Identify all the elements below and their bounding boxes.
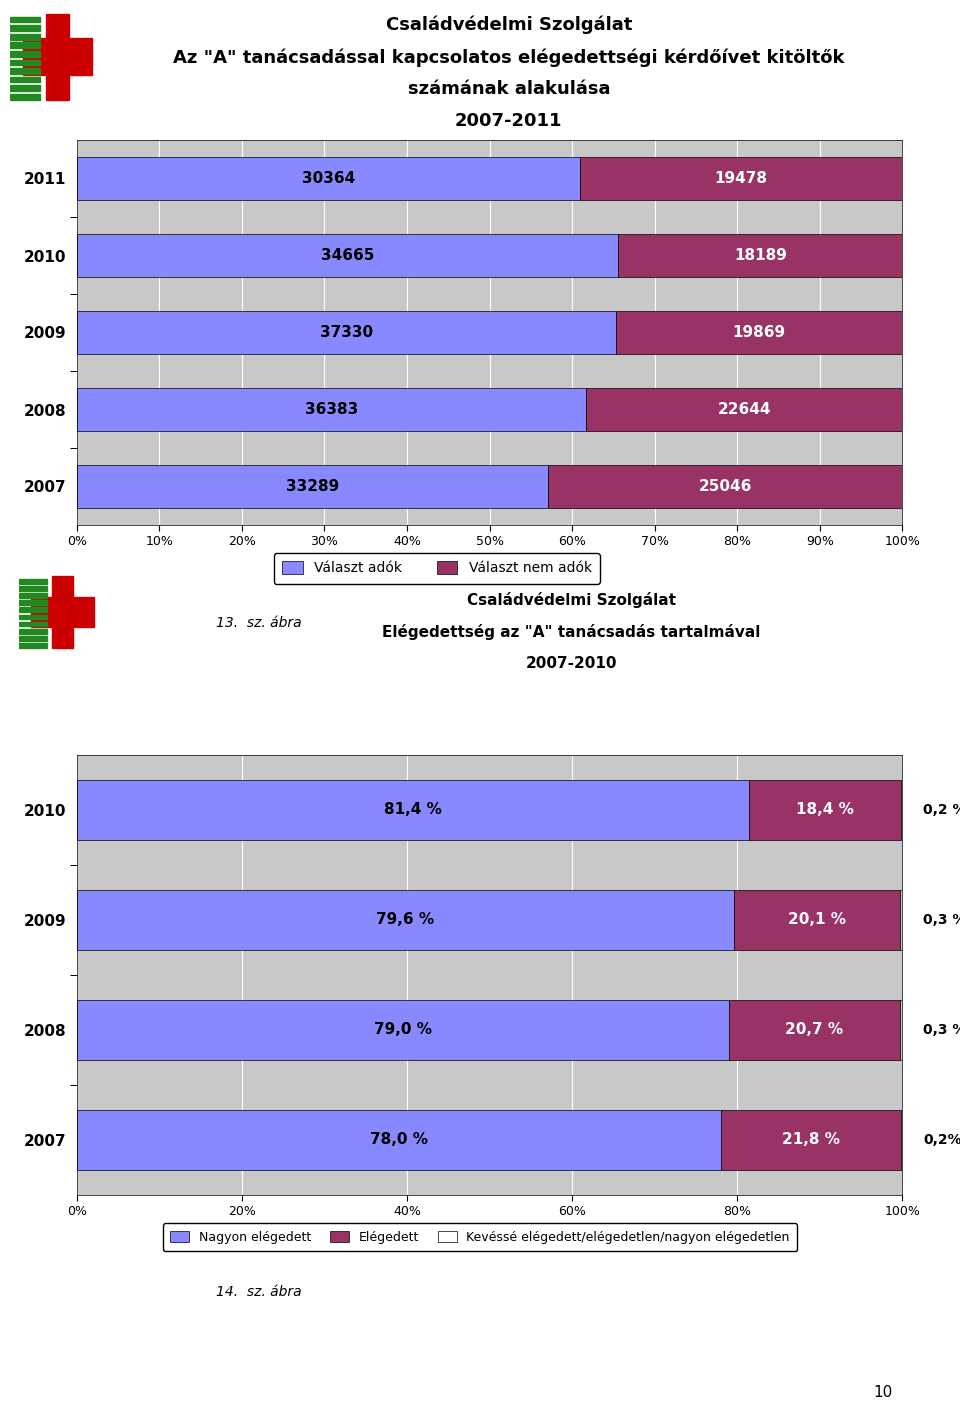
Bar bbox=[77, 779, 749, 840]
Bar bbox=[586, 388, 902, 431]
Text: 81,4 %: 81,4 % bbox=[384, 802, 442, 818]
Bar bbox=[10, 26, 40, 31]
Text: 33289: 33289 bbox=[286, 479, 339, 495]
Bar bbox=[19, 601, 47, 605]
Bar bbox=[900, 1000, 902, 1060]
Bar bbox=[615, 312, 902, 354]
Bar bbox=[734, 890, 900, 951]
Text: 21,8 %: 21,8 % bbox=[781, 1132, 840, 1148]
Text: 14.  sz. ábra: 14. sz. ábra bbox=[216, 1285, 301, 1299]
Text: 2007-2011: 2007-2011 bbox=[455, 112, 563, 130]
Text: 19478: 19478 bbox=[714, 171, 768, 186]
Bar bbox=[19, 587, 47, 591]
Bar bbox=[10, 51, 40, 57]
Text: Családvédelmi Szolgálat: Családvédelmi Szolgálat bbox=[386, 16, 632, 34]
Text: Az "A" tanácsadással kapcsolatos elégedettségi kérdőívet kitöltők: Az "A" tanácsadással kapcsolatos elégede… bbox=[173, 48, 845, 67]
Text: 13.  sz. ábra: 13. sz. ábra bbox=[216, 616, 301, 631]
Bar bbox=[77, 234, 618, 276]
Bar bbox=[19, 629, 47, 633]
Legend: Nagyon elégedett, Elégedett, Kevéssé elégedett/elégedetlen/nagyon elégedetlen: Nagyon elégedett, Elégedett, Kevéssé elé… bbox=[162, 1223, 798, 1251]
Bar bbox=[19, 615, 47, 619]
Bar bbox=[721, 1110, 900, 1170]
Text: számának alakulása: számának alakulása bbox=[408, 79, 610, 98]
Bar bbox=[19, 636, 47, 640]
Text: 2007-2010: 2007-2010 bbox=[525, 656, 617, 672]
Text: 79,0 %: 79,0 % bbox=[373, 1023, 432, 1037]
Text: 0,2%: 0,2% bbox=[923, 1134, 960, 1146]
Bar bbox=[19, 594, 47, 598]
Bar bbox=[19, 643, 47, 648]
Text: Családvédelmi Szolgálat: Családvédelmi Szolgálat bbox=[467, 592, 676, 608]
Text: 22644: 22644 bbox=[717, 402, 771, 417]
Text: 0,3 %: 0,3 % bbox=[923, 913, 960, 927]
Text: 0,2 %: 0,2 % bbox=[923, 803, 960, 818]
Legend: Választ adók, Választ nem adók: Választ adók, Választ nem adók bbox=[274, 553, 600, 584]
Text: Elégedettség az "A" tanácsadás tartalmával: Elégedettség az "A" tanácsadás tartalmáv… bbox=[382, 623, 760, 639]
Bar bbox=[10, 77, 40, 82]
Text: 36383: 36383 bbox=[304, 402, 358, 417]
Bar bbox=[10, 94, 40, 99]
Bar bbox=[729, 1000, 900, 1060]
Bar bbox=[23, 38, 92, 75]
Bar bbox=[10, 17, 40, 23]
Bar bbox=[548, 465, 902, 507]
Bar bbox=[77, 312, 615, 354]
Text: 37330: 37330 bbox=[320, 324, 372, 340]
Text: 25046: 25046 bbox=[699, 479, 752, 495]
Bar bbox=[77, 465, 548, 507]
Bar bbox=[10, 85, 40, 91]
Text: 20,1 %: 20,1 % bbox=[788, 913, 846, 928]
Bar bbox=[46, 14, 69, 99]
Bar bbox=[10, 60, 40, 65]
Bar bbox=[10, 43, 40, 48]
Bar bbox=[77, 1000, 729, 1060]
Bar bbox=[77, 890, 734, 951]
Bar bbox=[52, 577, 73, 648]
Text: 19869: 19869 bbox=[732, 324, 785, 340]
Text: 0,3 %: 0,3 % bbox=[923, 1023, 960, 1037]
Text: 18,4 %: 18,4 % bbox=[796, 802, 853, 818]
Bar bbox=[10, 68, 40, 74]
Text: 18189: 18189 bbox=[733, 248, 787, 264]
Bar bbox=[19, 580, 47, 584]
Bar bbox=[77, 1110, 721, 1170]
Bar bbox=[19, 622, 47, 626]
Text: 30364: 30364 bbox=[301, 171, 355, 186]
Bar bbox=[32, 597, 93, 628]
Bar bbox=[900, 779, 902, 840]
Bar bbox=[618, 234, 902, 276]
Bar bbox=[77, 157, 580, 200]
Text: 79,6 %: 79,6 % bbox=[376, 913, 435, 928]
Text: 20,7 %: 20,7 % bbox=[785, 1023, 844, 1037]
Bar bbox=[77, 388, 586, 431]
Text: 34665: 34665 bbox=[321, 248, 374, 264]
Bar bbox=[10, 34, 40, 40]
Text: 10: 10 bbox=[874, 1384, 893, 1400]
Bar bbox=[900, 890, 902, 951]
Bar bbox=[749, 779, 900, 840]
Bar bbox=[900, 1110, 902, 1170]
Bar bbox=[19, 608, 47, 612]
Bar bbox=[580, 157, 902, 200]
Text: 78,0 %: 78,0 % bbox=[370, 1132, 428, 1148]
